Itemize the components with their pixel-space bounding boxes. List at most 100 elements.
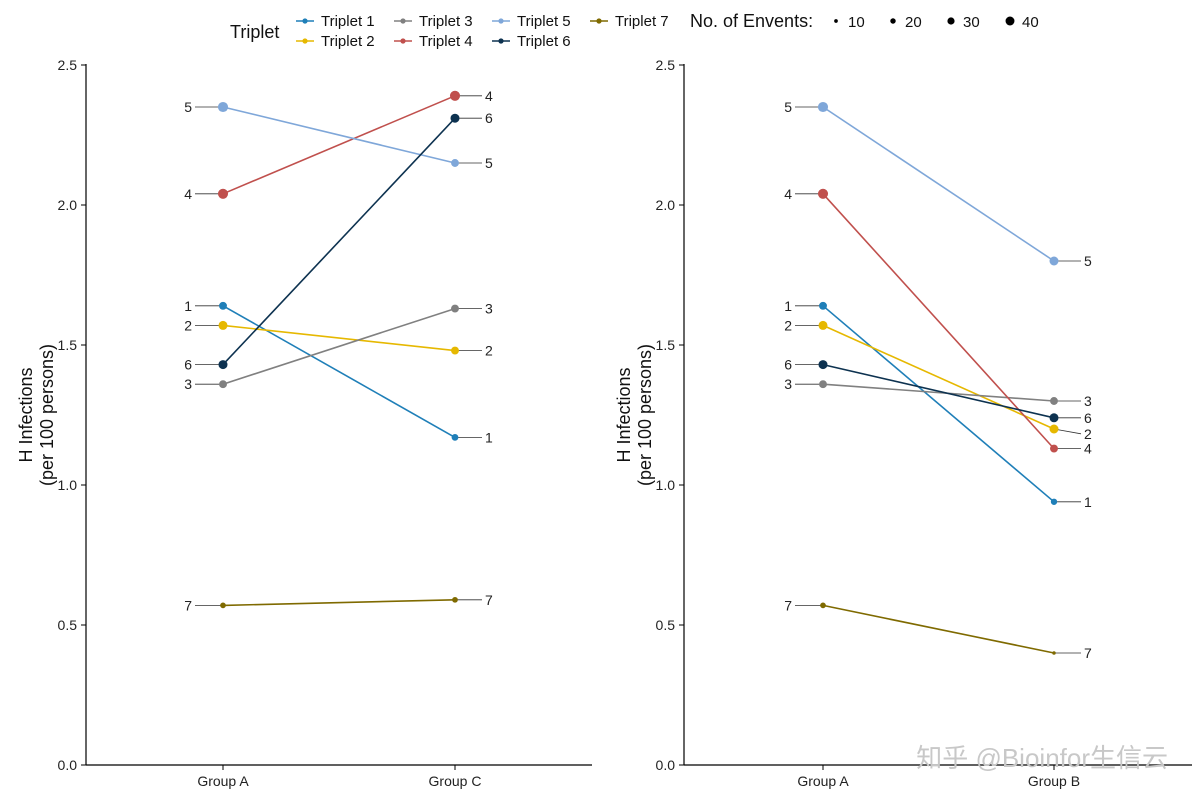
series-line [822,324,1055,430]
size-legend-title: No. of Envents: [690,11,813,31]
start-label: 1 [784,298,792,314]
y-tick-label: 0.0 [656,757,676,773]
legend-key-dot [498,18,504,24]
data-point [452,596,458,603]
data-point [218,360,228,370]
y-tick-label: 2.5 [656,57,676,73]
end-label: 4 [1084,441,1092,457]
y-tick-label: 2.0 [656,197,676,213]
data-point [451,346,459,355]
right-panel: 0.0 0.5 1.0 1.5 2.0 2.5 Group A Group B H Infect… [614,57,1192,789]
end-label: 2 [1084,426,1092,442]
start-label: 1 [184,298,192,314]
legend-key-dot [400,18,406,24]
start-label: 7 [184,597,192,613]
end-label: 6 [485,110,493,126]
size-legend-dot [890,18,896,24]
start-label: 2 [784,317,792,333]
data-point [217,188,229,199]
series-line [822,106,1055,262]
y-axis-title-line1: H Infections [614,367,634,462]
data-point [1049,413,1059,423]
series-line [822,383,1055,402]
data-point [819,301,827,310]
left-panel: 0.0 0.5 1.0 1.5 2.0 2.5 Group A Group C H Infect… [16,57,592,789]
data-point [451,304,459,313]
legend-label: Triplet 3 [419,13,473,30]
data-point [818,360,828,370]
y-tick-label: 0.5 [58,617,78,633]
end-label: 1 [1084,494,1092,510]
start-label: 7 [784,597,792,613]
size-legend-dot [1005,16,1015,26]
y-axis-title-line2: (per 100 persons) [635,344,655,486]
end-label: 5 [485,155,493,171]
size-legend-label: 30 [963,14,980,31]
y-axis-title: H Infections(per 100 persons) [16,344,57,486]
y-tick-label: 1.5 [656,337,676,353]
legend-label: Triplet 7 [615,13,669,30]
series-line [822,305,1055,503]
y-tick-label: 1.0 [58,477,78,493]
end-label: 6 [1084,410,1092,426]
data-point [451,434,459,441]
y-axis-title-line1: H Infections [16,367,36,462]
legend-title: Triplet [230,22,279,42]
data-point [451,159,459,167]
y-tick-label: 0.5 [656,617,676,633]
legend-key-dot [596,18,602,24]
start-label: 3 [784,376,792,392]
data-point [820,602,826,609]
end-label: 1 [485,429,493,445]
x-tick-label: Group A [197,773,249,789]
end-label: 2 [485,343,493,359]
y-tick-label: 1.0 [656,477,676,493]
size-legend-dot [834,19,838,23]
end-label: 7 [485,592,493,608]
y-tick-label: 0.0 [58,757,78,773]
y-axis-title-line2: (per 100 persons) [37,344,57,486]
size-legend-label: 10 [848,14,865,31]
legend-key-dot [302,38,308,44]
data-point [1049,256,1059,266]
end-label: 7 [1084,645,1092,661]
end-label: 4 [485,88,493,104]
start-label: 4 [184,186,192,202]
series-line [222,305,456,439]
series-line [222,307,456,385]
data-point [1050,444,1058,453]
legend-label: Triplet 2 [321,33,375,50]
data-point [817,188,829,199]
end-label: 3 [1084,393,1092,409]
data-point [450,113,460,123]
y-tick-label: 2.0 [58,197,78,213]
series-line [822,363,1055,419]
y-axis-title: H Infections(per 100 persons) [614,344,655,486]
x-tick-label: Group A [797,773,849,789]
label-leader-line [1053,428,1082,435]
data-point [1049,424,1059,434]
legend-key-dot [498,38,504,44]
data-point [819,380,827,389]
start-label: 6 [184,357,192,373]
end-label: 5 [1084,253,1092,269]
start-label: 5 [184,99,192,115]
size-legend-label: 40 [1022,14,1039,31]
x-tick-label: Group B [1028,773,1080,789]
legend: Triplet Triplet 1 Triplet 2 Triplet 3 Triple… [230,11,1039,50]
y-tick-label: 2.5 [58,57,78,73]
end-label: 3 [485,301,493,317]
data-point [1050,498,1058,505]
size-legend-label: 20 [905,14,922,31]
series-line [222,599,456,607]
data-point [818,320,828,330]
series-line [222,117,456,366]
data-point [1050,397,1058,405]
legend-label: Triplet 6 [517,33,571,50]
size-legend-dot [947,17,955,25]
data-point [220,602,226,609]
series-line [222,324,456,352]
series-line [222,106,456,164]
